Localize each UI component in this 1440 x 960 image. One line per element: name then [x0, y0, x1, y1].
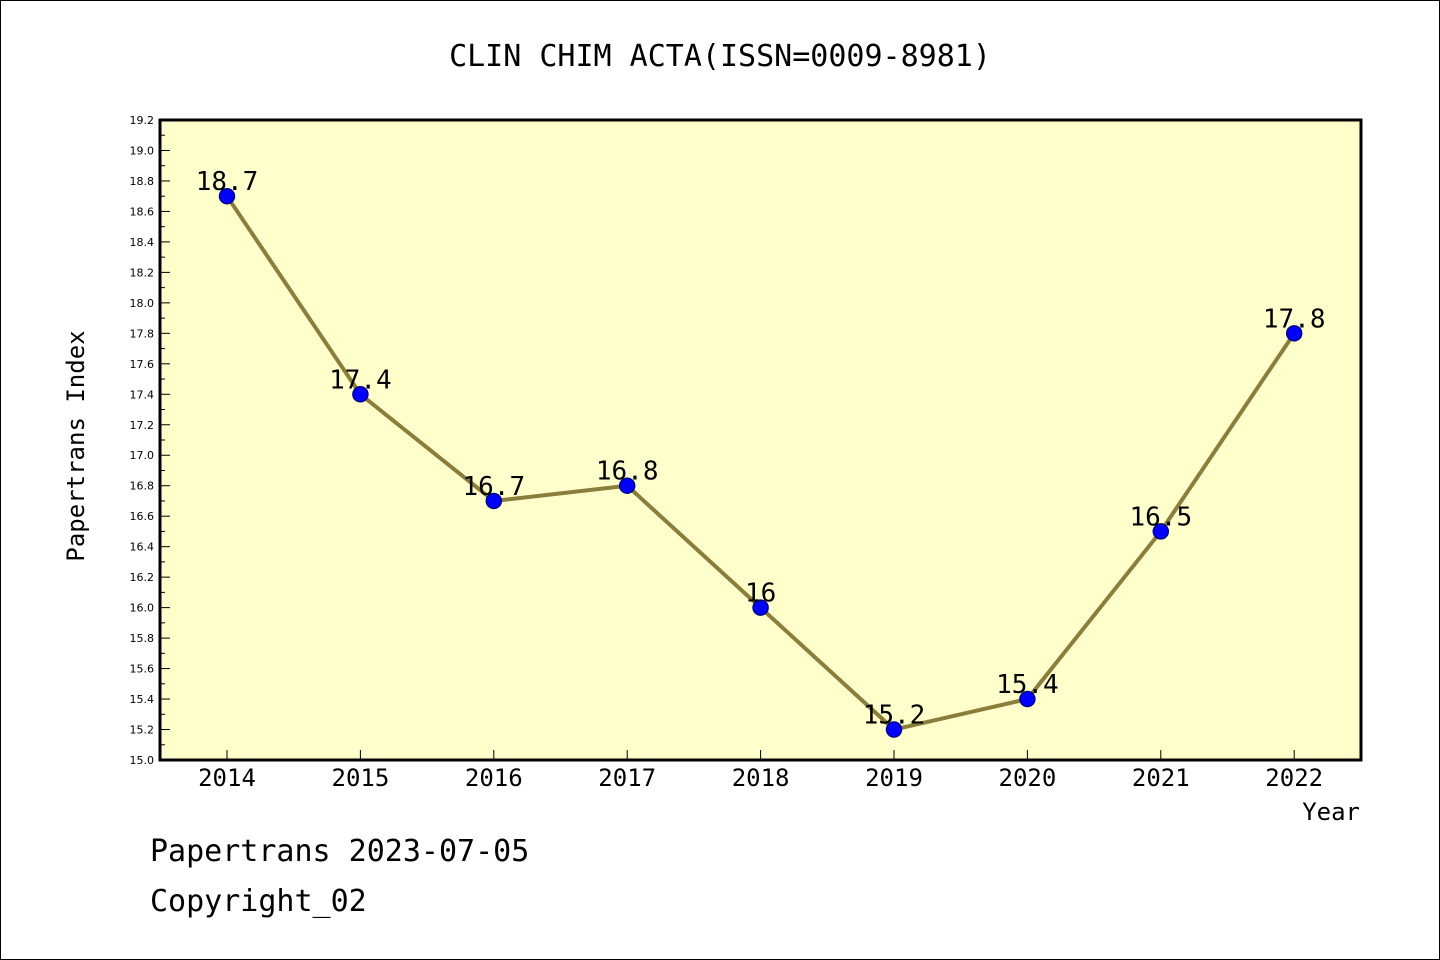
data-label: 18.7	[196, 167, 259, 197]
data-point-marker	[1152, 523, 1170, 540]
x-tick-label: 2022	[1265, 764, 1323, 792]
data-label: 15.2	[863, 701, 926, 731]
footer-date-text: Papertrans 2023-07-05	[150, 834, 530, 869]
plot-area	[160, 120, 1361, 760]
y-tick-label: 17.2	[130, 419, 155, 432]
data-point-marker	[752, 599, 769, 616]
y-tick-label: 19.2	[130, 114, 155, 127]
data-point-marker	[885, 721, 903, 738]
y-tick-label: 17.6	[130, 358, 155, 371]
x-tick-label: 2018	[732, 764, 790, 792]
x-tick-label: 2017	[598, 764, 656, 792]
y-axis-label: Papertrans Index	[62, 330, 90, 561]
data-point-marker	[618, 477, 636, 494]
x-tick-label: 2016	[465, 764, 523, 792]
data-point-marker	[485, 492, 503, 510]
y-tick-label: 16.4	[130, 541, 155, 554]
chart-title: CLIN CHIM ACTA(ISSN=0009-8981)	[449, 39, 991, 74]
x-tick-label: 2014	[198, 764, 256, 792]
data-point-marker	[1019, 690, 1036, 708]
y-tick-label: 18.2	[130, 266, 155, 279]
footer-copyright-text: Copyright_02	[150, 884, 367, 919]
data-label: 15.4	[996, 670, 1059, 700]
x-axis-label: Year	[1302, 798, 1360, 826]
y-tick-label: 16.6	[130, 510, 155, 523]
data-label: 16.7	[462, 472, 525, 502]
x-tick-label: 2015	[332, 764, 390, 792]
y-tick-label: 18.8	[130, 175, 155, 188]
y-tick-label: 15.4	[130, 693, 155, 706]
y-tick-label: 15.6	[130, 663, 155, 676]
y-tick-label: 16.2	[130, 571, 155, 584]
data-label: 16	[745, 579, 776, 609]
data-point-marker	[218, 187, 236, 205]
data-point-marker	[1285, 325, 1303, 342]
y-tick-label: 16.0	[130, 602, 155, 615]
axes-layer: 15.0 15.2 15.4 15.6 15.8 16.0 16.2 16.4 16.6 16.8…	[130, 114, 1324, 792]
plot-border	[158, 118, 1363, 762]
data-label: 17.8	[1263, 304, 1326, 334]
data-point-marker	[352, 386, 369, 403]
data-label: 17.4	[329, 365, 392, 395]
y-tick-label: 18.0	[130, 297, 155, 310]
data-label: 16.5	[1129, 502, 1192, 532]
data-label: 16.8	[596, 457, 659, 487]
y-tick-label: 17.4	[130, 388, 155, 401]
y-tick-label: 15.2	[130, 724, 155, 737]
y-tick-label: 16.8	[130, 480, 155, 493]
x-tick-label: 2019	[865, 764, 923, 792]
y-tick-label: 18.6	[130, 205, 155, 218]
y-tick-label: 17.0	[130, 449, 155, 462]
y-tick-label: 15.0	[130, 754, 155, 767]
y-tick-label: 15.8	[130, 632, 155, 645]
series-layer: 18.7 17.4 16.7 16.8 16 15.2 15.4 16.5 17.8	[196, 167, 1326, 738]
y-tick-label: 18.4	[130, 236, 155, 249]
x-tick-label: 2020	[999, 764, 1057, 792]
x-tick-label: 2021	[1132, 764, 1190, 792]
y-tick-label: 17.8	[130, 327, 155, 340]
y-tick-label: 19.0	[130, 144, 155, 157]
